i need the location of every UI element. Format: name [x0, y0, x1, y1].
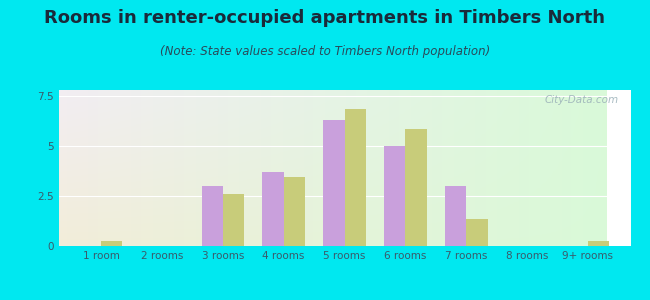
Bar — [202, 186, 223, 246]
Bar — [466, 219, 488, 246]
Text: (Note: State values scaled to Timbers North population): (Note: State values scaled to Timbers No… — [160, 45, 490, 58]
Bar — [223, 194, 244, 246]
Bar — [588, 241, 609, 246]
Bar — [283, 177, 305, 246]
Bar — [323, 120, 345, 246]
Text: City-Data.com: City-Data.com — [545, 95, 619, 105]
Bar — [406, 129, 426, 246]
Bar — [263, 172, 283, 246]
Text: Rooms in renter-occupied apartments in Timbers North: Rooms in renter-occupied apartments in T… — [44, 9, 606, 27]
Bar — [445, 186, 466, 246]
Bar — [384, 146, 406, 246]
Bar — [344, 109, 366, 246]
Bar — [101, 241, 122, 246]
